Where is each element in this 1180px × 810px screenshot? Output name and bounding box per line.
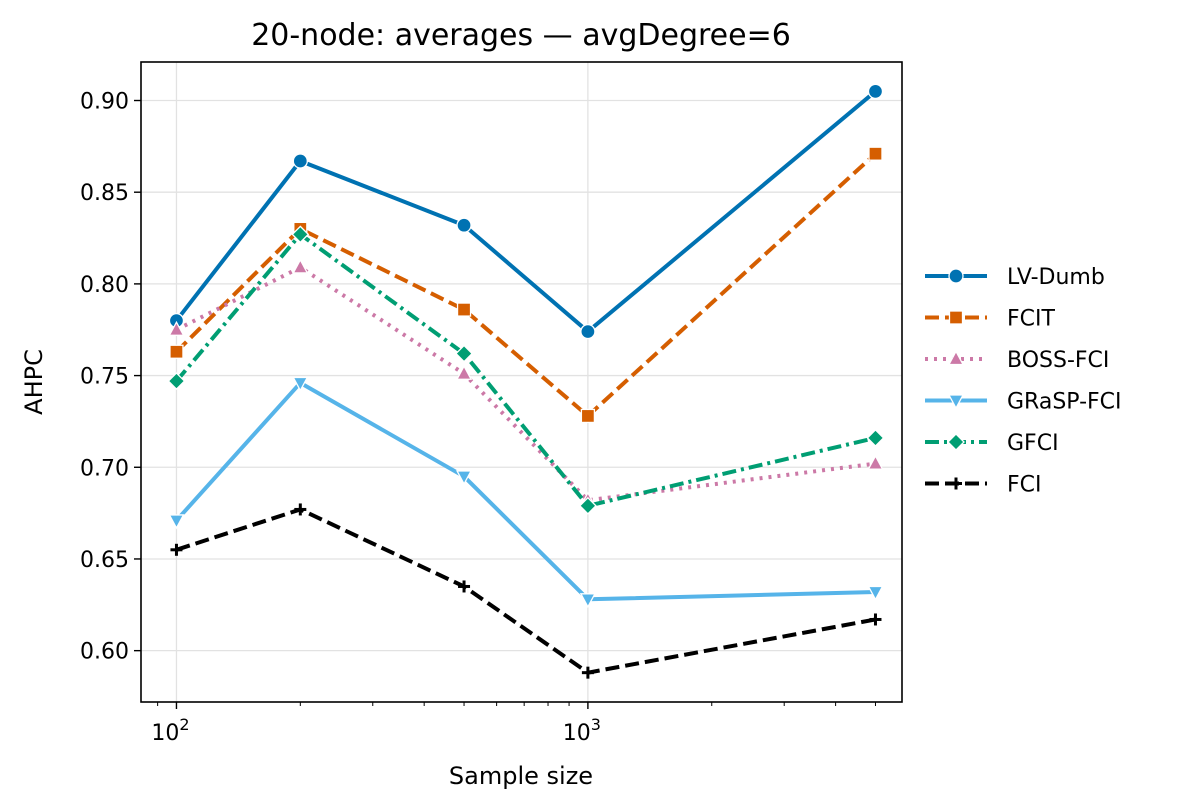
- series-line-fcit: [175, 152, 877, 418]
- plot-frame: [140, 61, 903, 703]
- series-grasp-fci: [168, 376, 884, 609]
- data-point-lv-dumb: [292, 153, 308, 169]
- y-tick-label: 0.65: [80, 548, 129, 573]
- legend-label-lv-dumb: LV-Dumb: [1007, 265, 1105, 290]
- data-point-boss-fci: [168, 320, 185, 336]
- legend-item-gfci: GFCI: [925, 431, 1059, 456]
- y-tick-label: 0.90: [80, 90, 129, 115]
- series-layer: [167, 83, 885, 679]
- series-line-gfci: [174, 232, 876, 508]
- legend-item-fcit: FCIT: [925, 307, 1056, 332]
- data-point-fci: [294, 503, 307, 516]
- data-point-lv-dumb: [580, 323, 596, 340]
- data-point-fcit: [580, 408, 596, 424]
- data-point-fci: [170, 543, 183, 556]
- gridlines: [141, 62, 902, 702]
- data-point-gfci: [578, 496, 597, 515]
- legend-label-fcit: FCIT: [1007, 307, 1056, 332]
- data-point-lv-dumb: [456, 217, 472, 233]
- data-point-fci: [869, 613, 882, 626]
- y-axis: 0.60 0.65 0.70 0.75 0.80 0.85 0.90: [80, 90, 141, 665]
- data-point-gfci: [291, 225, 310, 244]
- data-point-gfci: [866, 429, 885, 447]
- x-tick-label: 102: [151, 715, 189, 746]
- legend-label-boss-fci: BOSS-FCI: [1007, 348, 1109, 373]
- legend-marker-boss-fci: [947, 350, 965, 366]
- data-point-grasp-fci: [292, 376, 309, 392]
- legend-label-gfci: GFCI: [1007, 431, 1059, 456]
- data-point-fcit: [169, 344, 184, 359]
- x-tick-label: 103: [563, 715, 601, 746]
- legend-item-grasp-fci: GRaSP-FCI: [925, 390, 1122, 415]
- data-point-boss-fci: [455, 364, 473, 380]
- data-point-gfci: [455, 344, 473, 363]
- data-point-fci: [458, 580, 471, 593]
- data-point-grasp-fci: [579, 593, 596, 609]
- data-point-grasp-fci: [867, 585, 884, 601]
- data-point-fcit: [456, 302, 472, 317]
- series-fci: [170, 503, 882, 679]
- legend-marker-gfci: [947, 433, 965, 451]
- legend-label-grasp-fci: GRaSP-FCI: [1007, 390, 1122, 415]
- legend-item-lv-dumb: LV-Dumb: [925, 265, 1105, 290]
- y-tick-label: 0.70: [80, 456, 129, 481]
- y-tick-label: 0.80: [80, 273, 129, 298]
- series-lv-dumb: [168, 83, 884, 340]
- x-axis-label: Sample size: [449, 762, 593, 790]
- y-tick-label: 0.75: [80, 365, 129, 390]
- legend-marker-fcit: [948, 310, 964, 325]
- y-axis-label: AHPC: [20, 349, 48, 415]
- legend-item-boss-fci: BOSS-FCI: [925, 348, 1109, 373]
- data-point-boss-fci: [292, 258, 309, 274]
- series-line-fci: [175, 507, 876, 675]
- data-point-grasp-fci: [455, 470, 473, 486]
- data-point-grasp-fci: [168, 514, 185, 530]
- series-boss-fci: [168, 258, 884, 507]
- series-gfci: [167, 225, 885, 515]
- data-point-gfci: [167, 372, 186, 391]
- legend: LV-Dumb FCIT BOSS-FCI GRaSP-FCI GFCI FCI: [925, 265, 1122, 498]
- legend-marker-fci: [950, 477, 962, 490]
- series-line-lv-dumb: [174, 89, 877, 334]
- data-point-boss-fci: [867, 454, 884, 470]
- data-point-lv-dumb: [867, 83, 884, 99]
- y-tick-label: 0.85: [80, 181, 129, 206]
- y-tick-label: 0.60: [80, 640, 129, 665]
- legend-marker-lv-dumb: [948, 268, 964, 284]
- chart-title: 20-node: averages — avgDegree=6: [251, 18, 791, 53]
- legend-marker-grasp-fci: [947, 394, 965, 410]
- series-line-grasp-fci: [174, 380, 876, 602]
- legend-item-fci: FCI: [925, 473, 1042, 498]
- series-line-boss-fci: [175, 265, 876, 503]
- legend-label-fci: FCI: [1007, 473, 1042, 498]
- data-point-fci: [581, 666, 594, 679]
- data-point-fcit: [868, 146, 883, 161]
- x-axis: 102 103: [151, 702, 876, 746]
